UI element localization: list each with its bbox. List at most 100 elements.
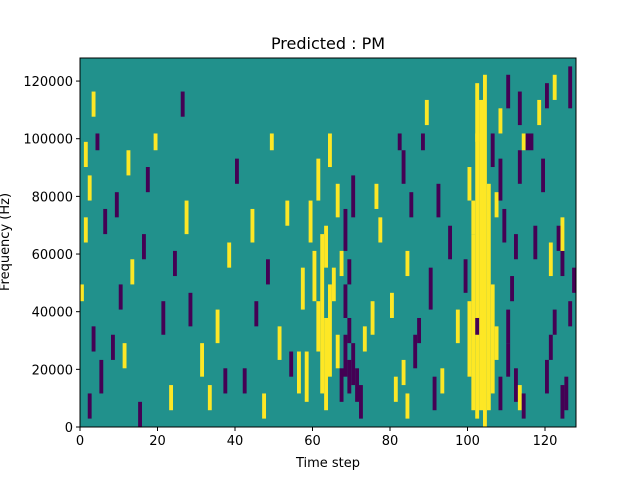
heatmap-cell [111, 334, 115, 360]
heatmap-cell [560, 217, 565, 251]
heatmap-cell [328, 284, 332, 377]
y-tick-label: 20000 [32, 363, 73, 378]
heatmap-cell [114, 192, 119, 218]
heatmap-cell [328, 133, 332, 168]
heatmap-cell [537, 99, 542, 126]
x-axis-label: Time step [295, 456, 360, 471]
heatmap-cell [173, 250, 177, 277]
heatmap-cell [506, 309, 511, 344]
heatmap-cell [184, 200, 189, 235]
heatmap-cell [486, 183, 491, 411]
heatmap-cell [87, 393, 92, 419]
heatmap-cell [169, 385, 174, 411]
heatmap-cell [80, 284, 84, 302]
heatmap-cell [145, 167, 150, 193]
heatmap-cell [448, 225, 453, 260]
heatmap-cell [250, 208, 255, 243]
heatmap-cell [343, 334, 348, 377]
heatmap-cell [494, 192, 499, 218]
heatmap-cell [130, 259, 135, 285]
heatmap-cell [405, 393, 410, 419]
heatmap-cell [413, 334, 418, 369]
heatmap-cell [483, 74, 487, 428]
heatmap-cell [525, 133, 530, 151]
heatmap-cell [545, 359, 549, 394]
y-tick-label: 0 [65, 421, 73, 436]
heatmap-cell [355, 368, 360, 402]
heatmap-cell [262, 393, 267, 419]
heatmap-cell [316, 158, 321, 201]
heatmap-cell [324, 225, 329, 268]
heatmap-cell [370, 301, 375, 335]
heatmap-cell [277, 326, 282, 360]
heatmap-cell [506, 343, 511, 377]
heatmap-cell [223, 368, 228, 394]
heatmap-cell [572, 267, 577, 293]
heatmap-cell [548, 242, 553, 277]
heatmap-cell [200, 343, 205, 377]
heatmap-cell [359, 385, 363, 419]
heatmap-cell [331, 267, 336, 302]
heatmap-cell [514, 368, 518, 402]
heatmap-cell [556, 225, 561, 251]
heatmap-cell [347, 359, 352, 394]
heatmap-cell [467, 301, 472, 377]
heatmap-cell [467, 167, 472, 201]
heatmap-cell [498, 376, 503, 411]
heatmap-cell [161, 301, 166, 335]
heatmap-cell [142, 234, 146, 260]
heatmap-cell [494, 326, 499, 360]
heatmap-cell [463, 259, 468, 293]
heatmap-cell [514, 234, 518, 260]
heatmap-cell [517, 150, 522, 184]
heatmap-cell [227, 242, 232, 268]
heatmap-cell [552, 74, 557, 100]
y-tick-label: 120000 [23, 75, 73, 90]
heatmap-cell [339, 250, 344, 277]
heatmap-cell [498, 108, 503, 134]
heatmap-cell [289, 351, 294, 377]
heatmap-cell [324, 317, 329, 411]
heatmap-cell [401, 150, 406, 184]
y-tick-label: 40000 [32, 306, 73, 321]
heatmap-cell [254, 301, 259, 327]
heatmap-cell [378, 217, 383, 243]
heatmap-cell [421, 133, 425, 151]
heatmap-cell [409, 192, 414, 218]
y-tick-label: 60000 [32, 248, 73, 263]
heatmap-cell [83, 217, 88, 243]
heatmap-cell [304, 351, 309, 402]
heatmap-cell [479, 99, 484, 411]
heatmap-cell [502, 208, 507, 243]
heatmap-cell [215, 309, 220, 344]
chart-title: Predicted : PM [271, 34, 385, 53]
heatmap-cell [316, 301, 321, 352]
heatmap-cell [529, 133, 534, 151]
heatmap-cell [103, 208, 108, 235]
x-tick-label: 120 [533, 434, 558, 449]
heatmap-cell [471, 234, 476, 411]
heatmap-cell [180, 91, 185, 117]
heatmap-cell [471, 200, 476, 235]
heatmap-cell [320, 234, 325, 394]
heatmap-cell [521, 393, 526, 419]
heatmap-cell [347, 259, 352, 285]
heatmap-cell [397, 133, 402, 151]
heatmap-cell [362, 326, 367, 352]
heatmap-cell [490, 133, 495, 168]
heatmap-cell [242, 368, 247, 394]
heatmap-cell [374, 183, 379, 209]
heatmap-cell [498, 158, 503, 201]
plot-area [80, 58, 577, 428]
heatmap-cell [308, 200, 313, 243]
heatmap-cell [560, 385, 565, 419]
heatmap-cell [95, 133, 100, 151]
heatmap-cell [343, 208, 348, 251]
heatmap-cell [207, 385, 212, 411]
heatmap-cell [91, 91, 96, 117]
heatmap-cell [568, 66, 573, 109]
heatmap-cell [517, 385, 522, 411]
heatmap-cell [517, 91, 522, 126]
heatmap-cell [390, 292, 394, 318]
heatmap-cell [335, 183, 340, 218]
